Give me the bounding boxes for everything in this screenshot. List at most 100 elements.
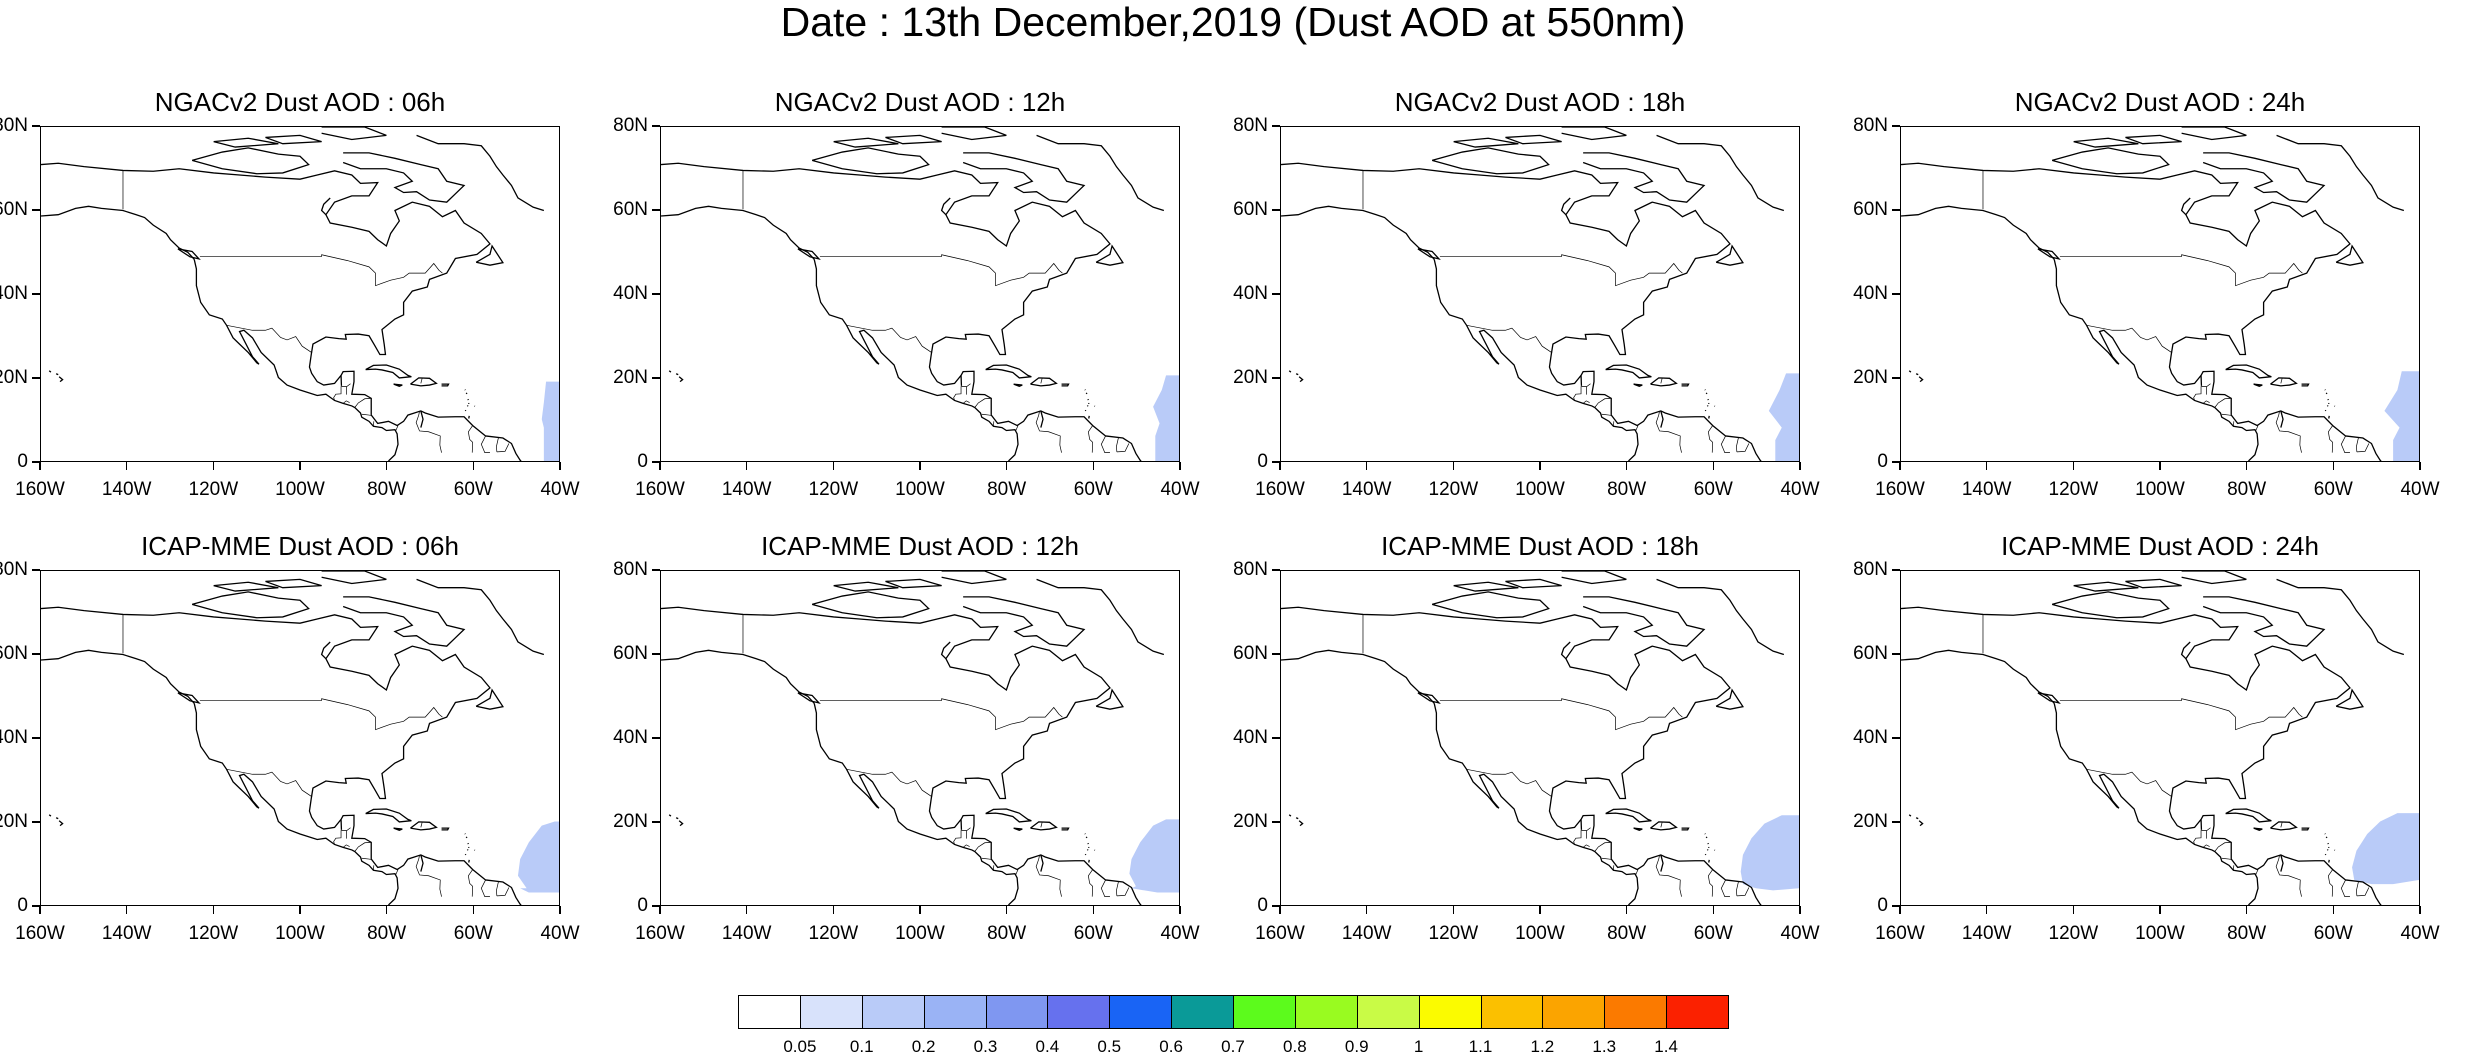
longitude-tick-label: 120W bbox=[2048, 479, 2099, 500]
coastline bbox=[2053, 259, 2259, 461]
longitude-tick bbox=[1179, 462, 1181, 470]
longitude-tick-label: 60W bbox=[453, 923, 493, 944]
coastline bbox=[1605, 808, 1652, 823]
longitude-tick-label: 80W bbox=[987, 923, 1027, 944]
coastline bbox=[1915, 373, 1919, 376]
longitude-tick-label: 140W bbox=[101, 479, 152, 500]
country-border bbox=[1660, 822, 1663, 828]
colorbar-box bbox=[1171, 995, 1235, 1029]
longitude-tick bbox=[1625, 462, 1628, 470]
country-border bbox=[2275, 411, 2302, 453]
country-border bbox=[467, 425, 473, 453]
country-border bbox=[1015, 425, 1019, 431]
latitude-tick bbox=[1272, 905, 1280, 907]
figure-title: Date : 13th December,2019 (Dust AOD at 5… bbox=[780, 0, 1686, 45]
latitude-tick-label: 20N bbox=[0, 811, 28, 832]
country-border bbox=[226, 768, 313, 798]
country-border bbox=[496, 887, 510, 897]
coastline bbox=[2253, 827, 2263, 831]
country-border bbox=[342, 844, 350, 848]
colorbar-label: 0.7 bbox=[1221, 1037, 1245, 1056]
coastline bbox=[2335, 244, 2364, 266]
latitude-tick bbox=[1892, 821, 1900, 823]
country-border bbox=[819, 698, 1063, 731]
country-border bbox=[2340, 879, 2350, 897]
coastline bbox=[2051, 591, 2170, 619]
coastline bbox=[2073, 581, 2139, 592]
colorbar-box bbox=[1604, 995, 1668, 1029]
latitude-tick bbox=[1272, 209, 1280, 211]
country-border bbox=[480, 879, 490, 897]
country-border bbox=[1040, 378, 1043, 384]
colorbar-box bbox=[1542, 995, 1606, 1029]
country-border bbox=[1707, 425, 1713, 453]
coastline bbox=[2180, 641, 2191, 660]
coastline bbox=[193, 703, 399, 905]
country-border bbox=[2327, 425, 2333, 453]
latitude-tick bbox=[1272, 125, 1280, 127]
country-border bbox=[1116, 887, 1130, 897]
map-panel: NGACv2 Dust AOD : 18h 80N 60N 40N 20N 0 160W 14… bbox=[1233, 88, 1819, 500]
coastline bbox=[833, 581, 899, 592]
coastline bbox=[661, 649, 815, 704]
latitude-tick bbox=[1272, 461, 1280, 463]
map-canvas bbox=[41, 571, 559, 905]
longitude-tick-label: 160W bbox=[1255, 923, 1305, 944]
country-border bbox=[2280, 378, 2283, 384]
colorbar-label: 0.5 bbox=[1097, 1037, 1122, 1056]
coastline bbox=[342, 152, 466, 203]
map-canvas bbox=[1901, 571, 2419, 905]
colorbar-label: 1.2 bbox=[1530, 1037, 1555, 1056]
country-border bbox=[1594, 842, 1612, 852]
coastline bbox=[1433, 703, 1639, 905]
coastline bbox=[2073, 137, 2139, 148]
map-panel: NGACv2 Dust AOD : 06h 80N 60N 40N 20N 0 160W 14… bbox=[0, 88, 580, 500]
longitude-tick bbox=[1092, 462, 1095, 470]
coastline bbox=[2202, 596, 2326, 647]
longitude-tick bbox=[1985, 906, 1988, 914]
longitude-tick bbox=[1279, 462, 1281, 470]
latitude-tick-label: 40N bbox=[1853, 727, 1888, 748]
coastline bbox=[1030, 821, 1058, 831]
coastline bbox=[2051, 147, 2170, 175]
coastline bbox=[941, 127, 1007, 141]
map-frame bbox=[1280, 126, 1800, 462]
coastline bbox=[393, 383, 403, 387]
latitude-tick-label: 0 bbox=[1877, 451, 1888, 472]
coastline bbox=[1901, 205, 2055, 260]
coastline bbox=[885, 134, 942, 145]
country-border bbox=[361, 857, 371, 860]
coastline bbox=[940, 197, 951, 216]
panel-title: ICAP-MME Dust AOD : 12h bbox=[761, 531, 1079, 561]
coastline bbox=[1095, 244, 1124, 266]
coastline bbox=[2225, 808, 2272, 823]
longitude-tick bbox=[1799, 462, 1801, 470]
longitude-tick-label: 160W bbox=[1255, 479, 1305, 500]
coastline bbox=[1036, 578, 1165, 656]
latitude-tick-label: 20N bbox=[1233, 811, 1268, 832]
colorbar-box bbox=[738, 995, 802, 1029]
map-frame bbox=[660, 126, 1180, 462]
map-canvas bbox=[1281, 571, 1799, 905]
colorbar-box bbox=[985, 995, 1049, 1029]
coastline bbox=[1901, 649, 2055, 704]
coastline bbox=[1582, 596, 1706, 647]
country-border bbox=[1655, 855, 1682, 897]
coastline bbox=[410, 821, 438, 831]
coastline bbox=[1085, 392, 1088, 395]
coastline bbox=[2301, 827, 2310, 831]
coastline bbox=[1505, 578, 1562, 589]
country-border bbox=[2214, 842, 2232, 852]
longitude-tick bbox=[919, 906, 921, 914]
coastline bbox=[1431, 591, 1550, 619]
longitude-tick-label: 100W bbox=[275, 479, 325, 500]
latitude-tick-label: 0 bbox=[17, 451, 28, 472]
latitude-tick bbox=[32, 821, 40, 823]
country-border bbox=[354, 842, 372, 852]
map-panel: ICAP-MME Dust AOD : 06h 80N 60N 40N 20N 0 160W… bbox=[0, 532, 580, 944]
colorbar-label: 1 bbox=[1413, 1037, 1424, 1056]
latitude-tick-label: 40N bbox=[613, 727, 648, 748]
coastline bbox=[1040, 854, 1044, 872]
longitude-tick bbox=[659, 462, 661, 470]
coastline bbox=[1281, 162, 1762, 461]
